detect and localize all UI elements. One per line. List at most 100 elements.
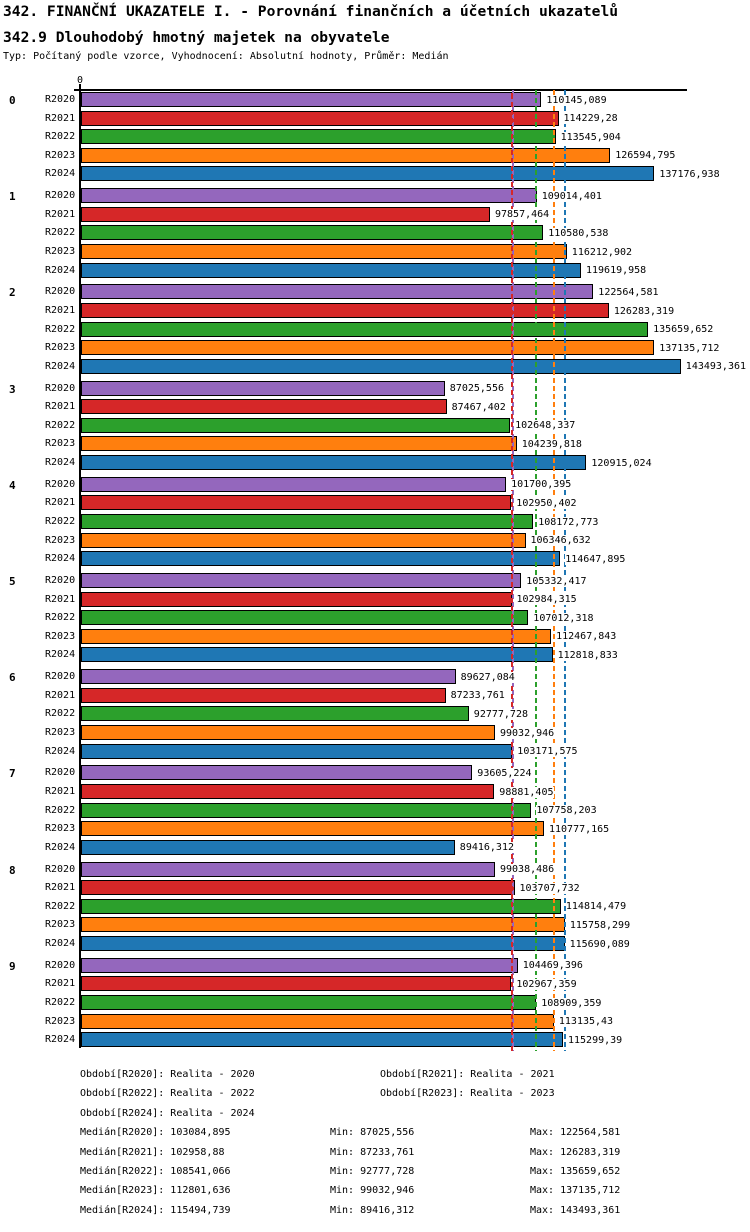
bar [81,206,490,222]
bar-value-label: 116212,902 [571,246,634,258]
series-label: R2020 [45,94,76,105]
bar [81,725,495,740]
series-label: R2024 [45,360,76,372]
bar [81,110,559,126]
series-label: R2020 [45,671,76,683]
bar [81,495,512,511]
bar-value-label: 103171,575 [517,746,579,758]
bar-value-label: 110145,089 [546,94,608,106]
bar [81,358,681,374]
series-label: R2023 [45,727,76,738]
bar-value-label: 107758,203 [536,805,598,817]
series-label: R2020 [45,575,76,586]
y-axis-line [79,84,81,1048]
series-label: R2022 [45,516,76,527]
bar [81,628,552,644]
series-label: R2023 [45,1015,76,1027]
legend-max-label: Max: 135659,652 [530,1166,621,1177]
series-label: R2022 [45,131,76,143]
group-label: 9 [9,959,16,973]
bar-value-label: 102648,337 [515,420,577,432]
bar-value-label: 126594,795 [615,150,677,162]
bar-value-label: 135659,652 [653,324,715,336]
bar-value-label: 102984,315 [516,594,578,606]
bar-value-label: 126283,319 [613,305,676,317]
series-label: R2023 [45,534,76,546]
bar [81,765,473,781]
series-label: R2022 [45,708,76,720]
legend-period-label: Období[R2020]: Realita - 2020 [80,1069,255,1080]
legend-period-label: Období[R2021]: Realita - 2021 [380,1069,555,1080]
bar-value-label: 97857,464 [495,209,551,221]
x-axis-line [74,89,687,91]
group-label: 6 [9,671,16,685]
bar [81,957,518,973]
bar [81,262,581,278]
series-label: R2022 [45,419,76,431]
bar-value-label: 115758,299 [569,919,632,931]
series-label: R2024 [45,649,76,661]
bar [81,399,447,415]
bar [81,669,456,685]
series-label: R2021 [45,112,76,124]
series-label: R2020 [45,286,76,298]
median-line-R2022 [534,90,537,1051]
series-label: R2021 [45,593,76,605]
legend-period-label: Období[R2022]: Realita - 2022 [80,1088,255,1100]
series-label: R2024 [45,1034,76,1046]
bar [81,743,513,759]
bar [81,225,544,241]
bar [81,839,455,855]
series-label: R2020 [45,190,76,202]
group-label: 4 [9,478,16,492]
series-label: R2024 [45,938,76,949]
series-label: R2021 [45,978,76,990]
legend-max-label: Max: 137135,712 [530,1185,621,1197]
bar-value-label: 89627,084 [460,671,516,683]
bar-value-label: 87467,402 [451,401,507,413]
series-label: R2023 [45,246,76,257]
bar [81,861,495,877]
bar [81,976,512,992]
series-label: R2020 [45,959,76,971]
group-label: 3 [9,382,16,396]
series-label: R2021 [45,882,76,894]
series-label: R2020 [45,478,76,490]
legend-median-label: Medián[R2023]: 112801,636 [80,1185,231,1197]
bar [81,551,561,567]
bar [81,417,511,433]
bar-value-label: 110580,538 [548,227,610,239]
bar [81,802,532,818]
bar-value-label: 110777,165 [549,823,611,835]
group-label: 1 [9,190,16,204]
series-label: R2023 [45,630,76,642]
bar [81,706,469,722]
bar-value-label: 113545,904 [560,131,622,143]
series-label: R2024 [45,457,76,468]
bar [81,166,655,182]
bar-value-label: 105332,417 [526,575,588,587]
bar-value-label: 107012,318 [533,612,595,624]
bar [81,573,522,588]
series-label: R2022 [45,323,76,335]
bar-value-label: 115690,089 [569,938,631,950]
bar-value-label: 114814,479 [565,901,628,913]
bar [81,687,446,703]
bar [81,514,534,529]
median-line-R2023 [552,90,555,1051]
bar-value-label: 104469,396 [522,960,584,972]
legend-min-label: Min: 87233,761 [330,1146,415,1158]
series-label: R2021 [45,208,76,220]
legend-median-label: Medián[R2020]: 103084,895 [80,1127,231,1139]
bar-value-label: 102967,359 [516,978,578,990]
bar-value-label: 92777,728 [473,708,529,720]
series-label: R2023 [45,919,76,931]
bar-value-label: 137135,712 [659,342,721,354]
group-label: 2 [9,286,16,300]
bar-value-label: 93605,224 [477,767,533,779]
series-label: R2021 [45,401,76,413]
bar-value-label: 103707,732 [519,882,581,894]
series-label: R2024 [45,841,76,853]
legend-max-label: Max: 122564,581 [530,1127,621,1139]
